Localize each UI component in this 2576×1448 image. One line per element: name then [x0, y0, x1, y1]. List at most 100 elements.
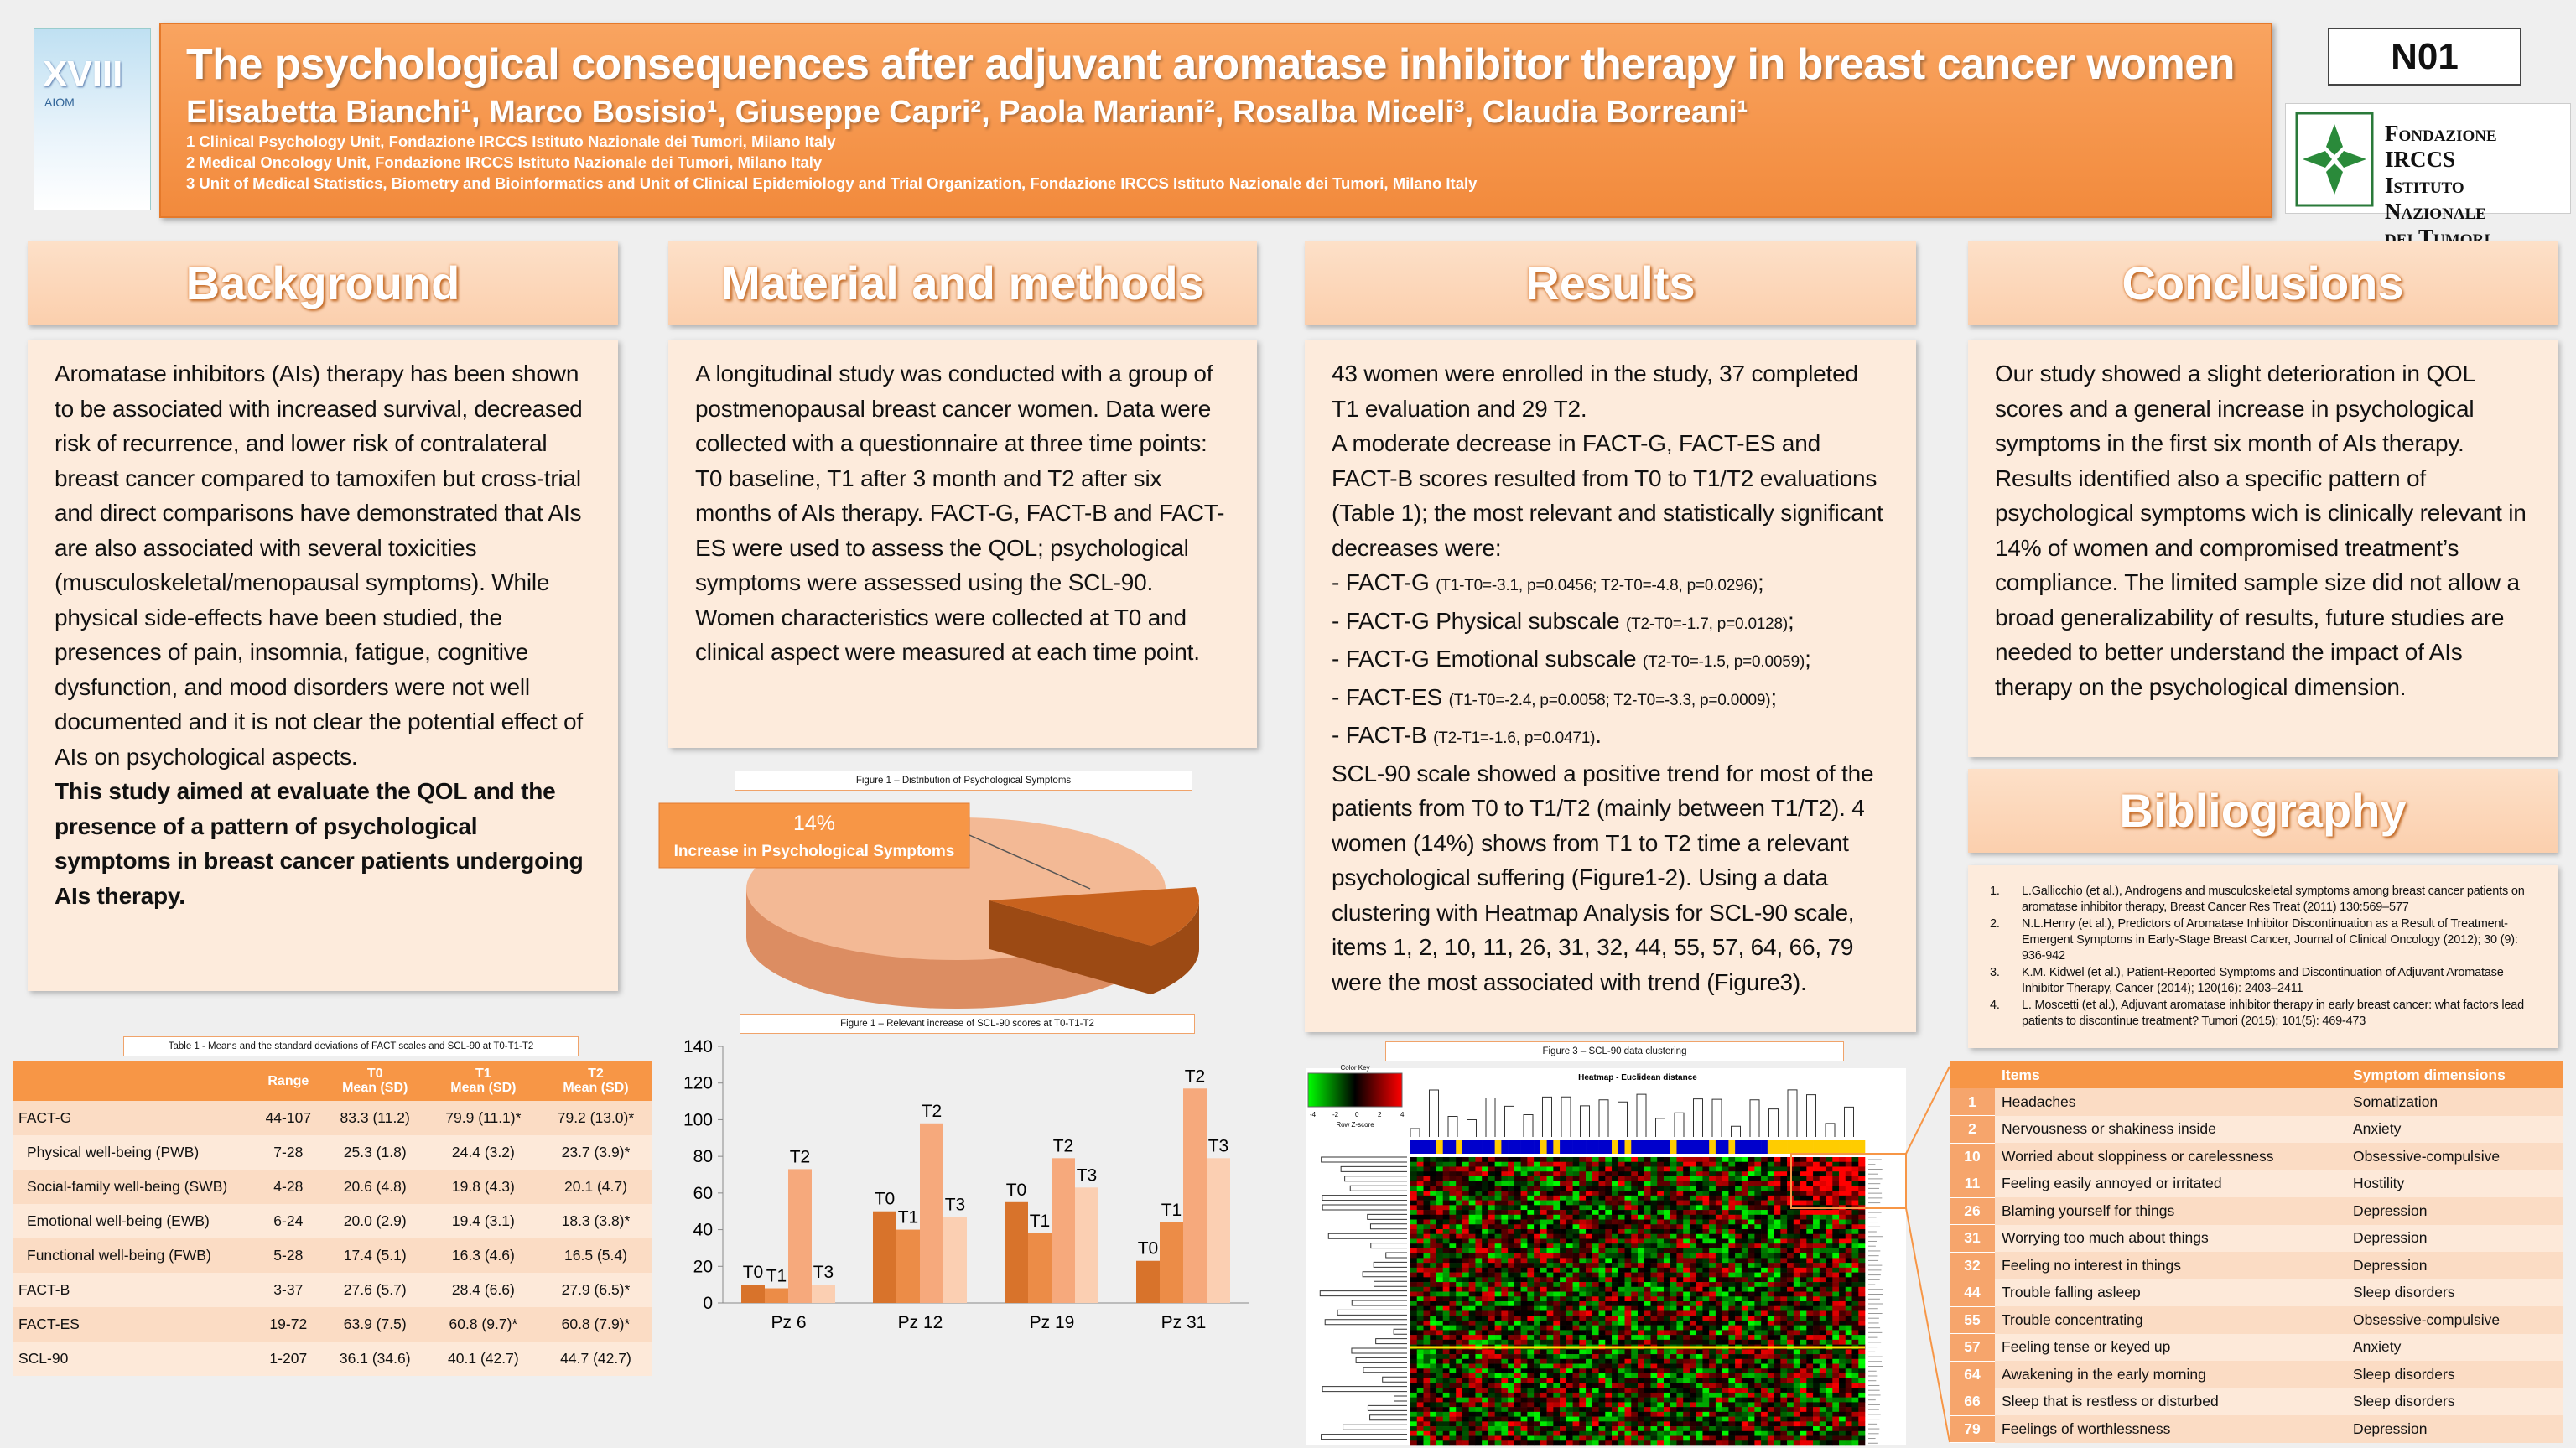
heatmap-cell	[1663, 1195, 1671, 1201]
heatmap-cell	[1780, 1205, 1788, 1211]
heatmap-cell	[1442, 1407, 1450, 1413]
heatmap-cell	[1767, 1224, 1774, 1230]
heatmap-cell	[1579, 1378, 1587, 1383]
heatmap-cell	[1462, 1320, 1469, 1326]
heatmap-cell	[1508, 1186, 1515, 1191]
heatmap-cell	[1819, 1186, 1826, 1191]
heatmap-cell	[1826, 1200, 1833, 1206]
heatmap-cell	[1683, 1301, 1690, 1307]
heatmap-cell	[1826, 1354, 1833, 1360]
heatmap-cell	[1534, 1383, 1541, 1388]
heatmap-cell	[1423, 1171, 1431, 1177]
heatmap-cell	[1566, 1258, 1573, 1264]
heatmap-cell	[1430, 1339, 1437, 1345]
heatmap-cell	[1696, 1181, 1703, 1186]
heatmap-cell	[1534, 1325, 1541, 1331]
heatmap-cell	[1689, 1354, 1696, 1360]
heatmap-cell	[1774, 1205, 1781, 1211]
heatmap-cell	[1806, 1411, 1814, 1417]
heatmap-cell	[1761, 1243, 1768, 1249]
heatmap-cell	[1468, 1157, 1476, 1163]
heatmap-cell	[1534, 1286, 1541, 1292]
heatmap-cell	[1586, 1219, 1593, 1225]
heatmap-cell	[1592, 1349, 1599, 1355]
heatmap-cell	[1598, 1388, 1606, 1394]
heatmap-cell	[1774, 1383, 1781, 1388]
heatmap-cell	[1735, 1282, 1742, 1288]
bar	[741, 1285, 765, 1303]
heatmap-cell	[1553, 1373, 1561, 1379]
heatmap-cell	[1657, 1171, 1665, 1177]
heatmap-cell	[1858, 1258, 1866, 1264]
heatmap-cell	[1416, 1282, 1424, 1288]
heatmap-cell	[1618, 1219, 1625, 1225]
heatmap-cell	[1832, 1263, 1840, 1269]
heatmap-cell	[1631, 1166, 1639, 1172]
heatmap-cell	[1754, 1388, 1762, 1394]
heatmap-cell	[1430, 1378, 1437, 1383]
heatmap-cell	[1709, 1229, 1716, 1235]
heatmap-cell	[1442, 1248, 1450, 1253]
heatmap-cell	[1449, 1335, 1457, 1341]
heatmap-cell	[1813, 1219, 1820, 1225]
item-cell: 31	[1950, 1224, 1995, 1253]
heatmap-cell	[1572, 1186, 1580, 1191]
heatmap-cell	[1514, 1238, 1521, 1244]
table-cell: 17.4 (5.1)	[343, 1247, 407, 1264]
heatmap-cell	[1702, 1166, 1710, 1172]
heatmap-cell	[1540, 1440, 1547, 1446]
heatmap-cell	[1618, 1330, 1625, 1336]
heatmap-cell	[1780, 1392, 1788, 1398]
heatmap-cell	[1572, 1411, 1580, 1417]
heatmap-cell	[1754, 1186, 1762, 1191]
heatmap-cell	[1468, 1368, 1476, 1374]
heatmap-cell	[1586, 1301, 1593, 1307]
heatmap-cell	[1546, 1411, 1554, 1417]
heatmap-cell	[1676, 1219, 1684, 1225]
bar-label: T1	[898, 1208, 919, 1227]
heatmap-cell	[1735, 1407, 1742, 1413]
heatmap-cell	[1683, 1378, 1690, 1383]
heatmap-cell	[1449, 1383, 1457, 1388]
bullet-end: .	[1595, 722, 1602, 748]
heatmap-cell	[1689, 1161, 1696, 1167]
y-tick-label: 20	[693, 1257, 713, 1276]
heatmap-cell	[1475, 1435, 1483, 1441]
heatmap-cell	[1689, 1402, 1696, 1408]
heatmap-cell	[1806, 1402, 1814, 1408]
heatmap-cell	[1852, 1176, 1859, 1181]
heatmap-cell	[1514, 1219, 1521, 1225]
heatmap-cell	[1430, 1388, 1437, 1394]
heatmap-cell	[1826, 1416, 1833, 1422]
heatmap-cell	[1553, 1430, 1561, 1436]
heatmap-cell	[1741, 1191, 1748, 1196]
heatmap-cell	[1540, 1181, 1547, 1186]
institute-logo: Fondazione IRCCS Istituto Nazionale dei …	[2285, 103, 2571, 250]
heatmap-cell	[1605, 1233, 1613, 1239]
heatmap-cell	[1423, 1430, 1431, 1436]
heatmap-cell	[1741, 1181, 1748, 1186]
heatmap-cell	[1572, 1248, 1580, 1253]
heatmap-cell	[1527, 1291, 1535, 1297]
heatmap-cell	[1819, 1402, 1826, 1408]
heatmap-cell	[1806, 1272, 1814, 1278]
heatmap-cell	[1468, 1224, 1476, 1230]
heatmap-cell	[1501, 1258, 1509, 1264]
heatmap-cell	[1592, 1416, 1599, 1422]
paragraph: A longitudinal study was conducted with …	[695, 361, 1225, 665]
heatmap-cell	[1618, 1166, 1625, 1172]
heatmap-cell	[1456, 1325, 1463, 1331]
aim: This study aimed at evaluate the QOL and…	[55, 778, 584, 909]
heatmap-cell	[1657, 1238, 1665, 1244]
heatmap-cell	[1793, 1253, 1800, 1259]
dendrogram	[1327, 1233, 1407, 1239]
heatmap-cell	[1709, 1181, 1716, 1186]
heatmap-cell	[1566, 1238, 1573, 1244]
heatmap-cell	[1612, 1214, 1619, 1220]
heatmap-cell	[1852, 1426, 1859, 1432]
heatmap-cell	[1741, 1210, 1748, 1216]
heatmap-cell	[1663, 1349, 1671, 1355]
heatmap-cell	[1572, 1214, 1580, 1220]
heatmap-cell	[1579, 1373, 1587, 1379]
item-cell: 44	[1950, 1279, 1995, 1307]
